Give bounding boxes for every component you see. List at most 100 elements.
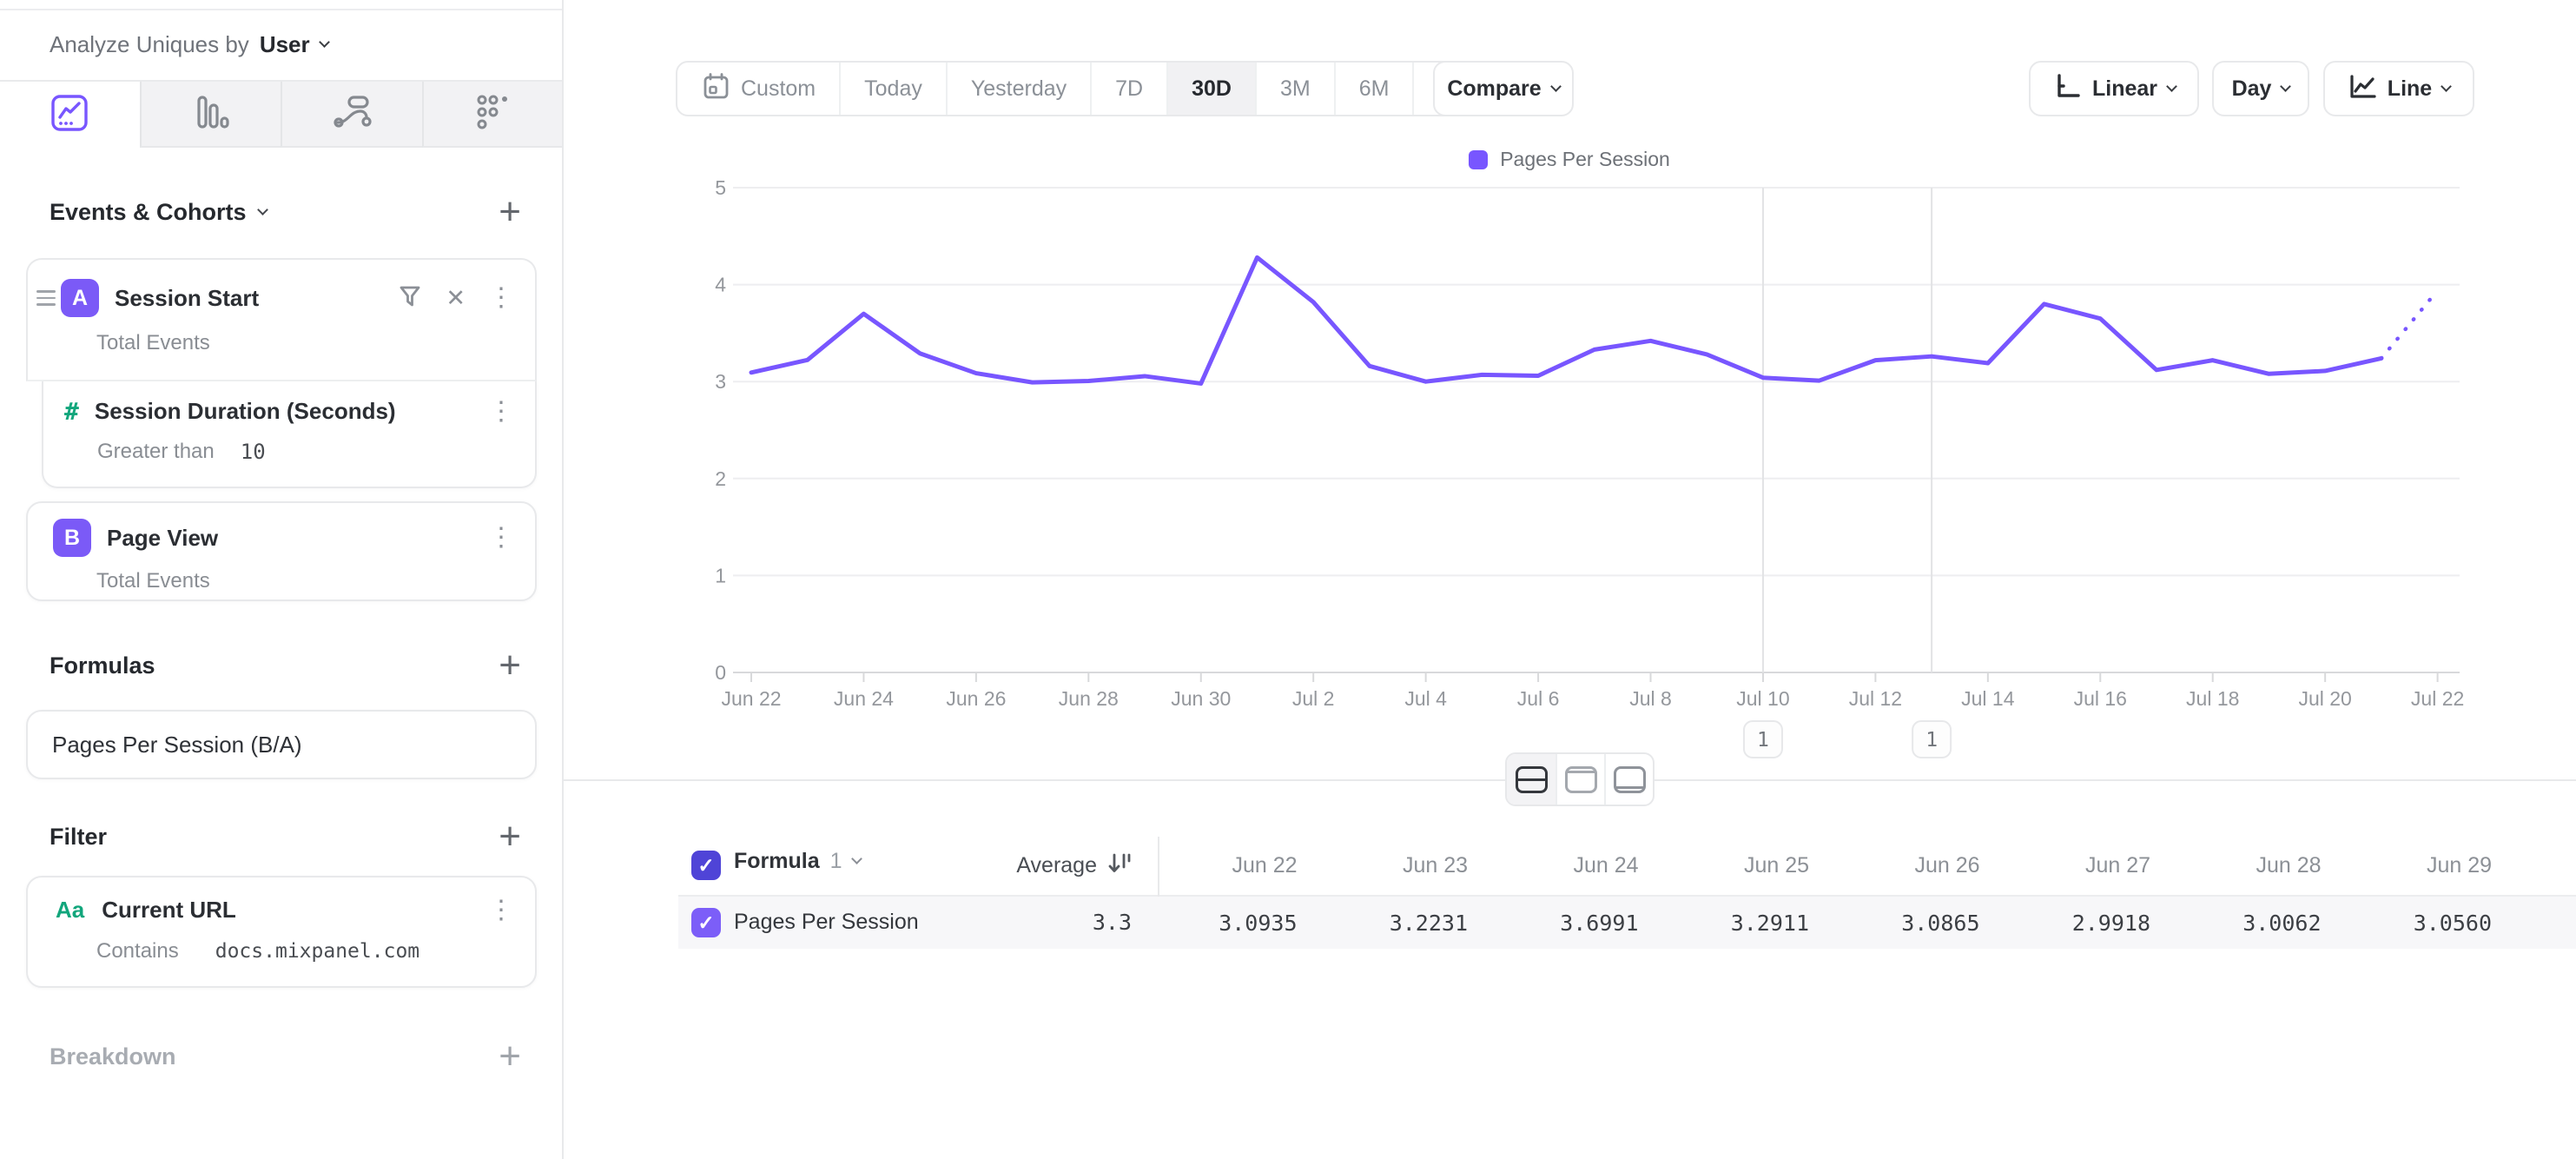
range-6m[interactable]: 6M [1333,63,1413,115]
compare-button[interactable]: Compare [1433,61,1574,116]
chart-view-icon [1564,765,1597,793]
annotation-badge[interactable] [1742,720,1783,758]
kebab-menu-icon[interactable]: ⋮ [488,895,514,924]
table-row[interactable]: ✓ Pages Per Session 3.3 3.0935 3.2231 3.69… [678,897,2576,949]
add-breakdown-button[interactable]: + [499,1035,521,1077]
add-formula-button[interactable]: + [499,644,521,686]
event-card-session-start[interactable]: A Session Start ✕ ⋮ Total Events [26,258,537,381]
string-property-icon: Aa [56,897,85,923]
range-yesterday[interactable]: Yesterday [945,63,1090,115]
scale-button[interactable]: Linear [2029,61,2199,116]
x-axis-tick-label: Jun 26 [946,687,1006,710]
chevron-down-icon [2441,80,2453,92]
range-3m[interactable]: 3M [1254,63,1334,115]
x-axis-tick-label: Jul 4 [1404,687,1447,710]
series-line [749,255,2384,386]
row-checkbox[interactable]: ✓ [691,908,721,937]
y-axis-tick-label: 1 [715,564,726,586]
x-axis-tick-label: Jul 22 [2411,687,2464,710]
x-axis-tick-label: Jul 10 [1736,687,1789,710]
kebab-menu-icon[interactable]: ⋮ [488,283,514,312]
range-7d[interactable]: 7D [1090,63,1166,115]
flows-icon [331,91,373,137]
analyze-uniques-bar[interactable]: Analyze Uniques by User [0,10,563,78]
tab-flows[interactable] [281,82,422,148]
range-30d[interactable]: 30D [1166,63,1255,115]
tab-retention[interactable] [421,82,563,148]
property-operator[interactable]: Greater than [97,440,215,463]
select-all-checkbox[interactable]: ✓ [691,851,721,880]
x-axis-tick-label: Jun 28 [1059,687,1119,710]
table-cell-value: 3.6991 [1560,910,1639,936]
property-card-session-duration[interactable]: # Session Duration (Seconds) ⋮ Greater t… [42,381,537,488]
x-axis-tick-label: Jun 22 [721,687,781,710]
analyze-value[interactable]: User [259,30,310,57]
event-title[interactable]: Session Start [115,284,260,311]
view-toggle-chart[interactable] [1556,754,1604,805]
row-label[interactable]: Pages Per Session [734,910,919,934]
date-column-header: Jun 25 [1743,853,1809,878]
date-range-selector: CustomTodayYesterday7D30D3M6M12M [676,61,1506,116]
date-column-header: Jun 23 [1402,853,1468,878]
table-cell-value: 3.2911 [1730,910,1809,936]
range-today[interactable]: Today [839,63,946,115]
split-view-icon [1515,765,1548,793]
chevron-down-icon [850,853,862,864]
row-average-value: 3.3 [1092,910,1132,935]
date-column-header: Jun 29 [2426,853,2492,878]
retention-dots-icon [472,91,514,137]
x-axis-tick-label: Jul 2 [1292,687,1335,710]
formulas-title: Formulas [50,652,155,679]
drag-handle-icon[interactable] [36,290,56,306]
tab-insights[interactable] [0,82,140,148]
table-header-row: ✓ Formula 1 Average Jun 22 Jun 23 Jun 24 Ju… [678,837,2576,895]
average-column-header[interactable]: Average [1016,853,1097,878]
filter-card-current-url[interactable]: Aa Current URL ⋮ Contains docs.mixpanel.… [26,876,537,988]
event-aggregation[interactable]: Total Events [96,569,210,593]
filter-operator[interactable]: Contains [96,939,179,963]
property-value[interactable]: 10 [240,440,266,464]
view-toggle-table[interactable] [1604,754,1653,805]
breakdown-header: Breakdown + [0,1034,563,1079]
line-chart-icon [2348,71,2377,107]
property-title[interactable]: Session Duration (Seconds) [94,398,396,424]
x-axis-tick-label: Jul 6 [1517,687,1560,710]
date-column-header: Jun 26 [1914,853,1980,878]
event-title[interactable]: Page View [107,524,219,551]
sort-descending-icon[interactable] [1106,851,1132,881]
x-axis-tick-label: Jun 30 [1171,687,1231,710]
table-cell-value: 3.0062 [2242,910,2322,936]
interval-button[interactable]: Day [2212,61,2309,116]
line-chart: 0 1 2 3 4 5 Jun 22 Jun 24 Jun 26 Jun 28 Jun 30 Jul … [715,176,2464,758]
filter-icon[interactable] [397,283,423,314]
range-custom[interactable]: Custom [677,63,839,115]
annotation-badge[interactable] [1912,720,1952,758]
formula-card[interactable]: Pages Per Session (B/A) [26,710,537,779]
add-filter-button[interactable]: + [499,815,521,858]
kebab-menu-icon[interactable]: ⋮ [488,396,514,426]
event-aggregation[interactable]: Total Events [96,331,210,354]
filter-value[interactable]: docs.mixpanel.com [215,940,420,963]
chart-legend[interactable]: Pages Per Session [563,148,2576,171]
y-axis-tick-label: 4 [715,274,726,296]
chevron-down-icon [2166,80,2177,92]
formula-group-toggle[interactable]: Formula 1 [734,849,862,874]
event-card-page-view[interactable]: B Page View ⋮ Total Events [26,501,537,601]
date-column-header: Jun 22 [1232,853,1298,878]
chevron-down-icon [256,203,268,215]
date-column-header: Jun 24 [1573,853,1639,878]
numeric-property-icon: # [64,397,79,426]
formula-text[interactable]: Pages Per Session (B/A) [52,731,302,758]
view-toggle-split[interactable] [1507,754,1556,805]
breakdown-title: Breakdown [50,1043,176,1070]
add-event-button[interactable]: + [499,190,521,233]
chart-type-button[interactable]: Line [2323,61,2474,116]
analyze-label: Analyze Uniques by [50,30,249,57]
events-cohorts-header: Events & Cohorts + [0,189,563,235]
tab-funnels[interactable] [139,82,281,148]
event-badge-a: A [61,279,99,317]
kebab-menu-icon[interactable]: ⋮ [488,523,514,552]
events-cohorts-title[interactable]: Events & Cohorts [50,199,268,226]
filter-property[interactable]: Current URL [102,897,236,923]
close-icon[interactable]: ✕ [446,284,466,311]
